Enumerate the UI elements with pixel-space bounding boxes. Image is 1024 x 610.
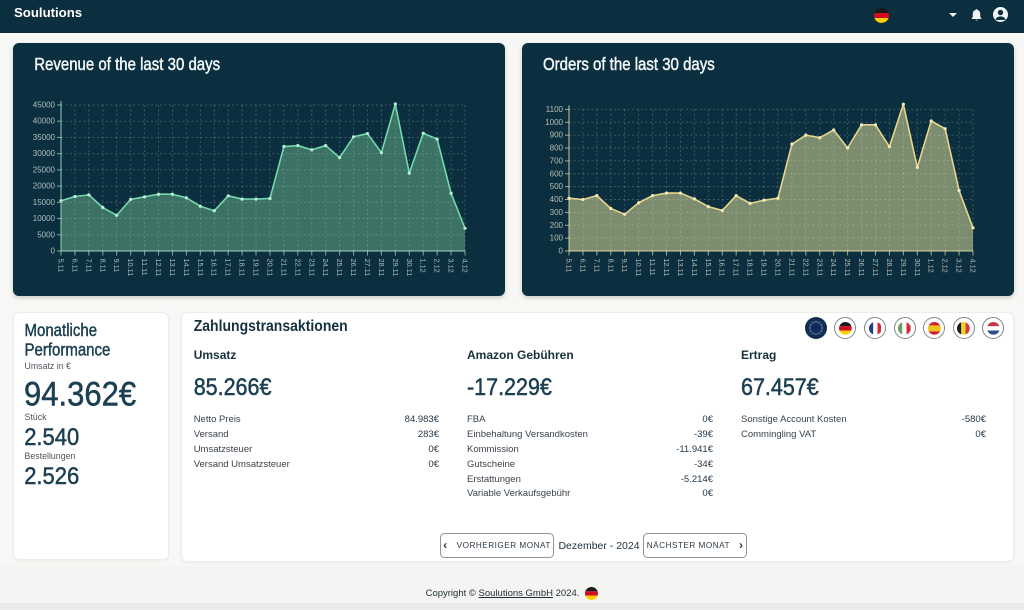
svg-text:20.11: 20.11 (773, 259, 782, 277)
svg-text:1.12: 1.12 (419, 259, 428, 273)
svg-text:19.11: 19.11 (760, 259, 769, 277)
svg-text:29.11: 29.11 (899, 259, 908, 277)
svg-text:1000: 1000 (545, 118, 563, 127)
svg-text:16.11: 16.11 (210, 259, 219, 277)
svg-text:22.11: 22.11 (801, 259, 810, 277)
svg-text:17.11: 17.11 (732, 259, 741, 277)
svg-text:40000: 40000 (33, 117, 56, 126)
svg-text:3.12: 3.12 (955, 259, 964, 273)
svg-text:26.11: 26.11 (857, 259, 866, 277)
svg-text:100: 100 (550, 234, 564, 243)
svg-text:15.11: 15.11 (196, 259, 205, 277)
svg-text:1.12: 1.12 (927, 259, 936, 273)
svg-text:5000: 5000 (37, 230, 55, 239)
svg-text:4.12: 4.12 (461, 259, 470, 273)
svg-text:2.12: 2.12 (433, 259, 442, 273)
svg-text:30.11: 30.11 (913, 259, 922, 277)
svg-text:5.11: 5.11 (565, 259, 574, 273)
svg-text:20.11: 20.11 (265, 259, 274, 277)
svg-text:8.11: 8.11 (98, 259, 107, 273)
svg-text:25.11: 25.11 (843, 259, 852, 277)
svg-text:45000: 45000 (33, 101, 56, 110)
svg-text:15000: 15000 (33, 198, 56, 207)
svg-text:22.11: 22.11 (293, 259, 302, 277)
svg-text:12.11: 12.11 (154, 259, 163, 277)
svg-text:11.11: 11.11 (648, 259, 657, 276)
svg-text:200: 200 (550, 221, 564, 230)
svg-text:3.12: 3.12 (447, 259, 456, 273)
svg-text:23.11: 23.11 (307, 259, 316, 277)
svg-text:14.11: 14.11 (182, 259, 191, 277)
svg-text:21.11: 21.11 (787, 259, 796, 277)
svg-text:4.12: 4.12 (969, 259, 978, 273)
svg-text:300: 300 (550, 208, 564, 217)
svg-text:25.11: 25.11 (335, 259, 344, 277)
svg-text:29.11: 29.11 (391, 259, 400, 277)
svg-text:17.11: 17.11 (224, 259, 233, 277)
svg-text:13.11: 13.11 (168, 259, 177, 277)
svg-text:9.11: 9.11 (620, 259, 629, 273)
svg-text:23.11: 23.11 (815, 259, 824, 277)
svg-text:21.11: 21.11 (279, 259, 288, 277)
svg-text:700: 700 (550, 156, 564, 165)
svg-text:15.11: 15.11 (704, 259, 713, 277)
svg-text:14.11: 14.11 (690, 259, 699, 277)
svg-text:18.11: 18.11 (746, 259, 755, 277)
svg-text:600: 600 (550, 169, 564, 178)
svg-text:30.11: 30.11 (405, 259, 414, 277)
svg-text:7.11: 7.11 (592, 259, 601, 273)
svg-text:27.11: 27.11 (871, 259, 880, 277)
svg-text:28.11: 28.11 (377, 259, 386, 277)
svg-text:30000: 30000 (33, 149, 56, 158)
svg-text:18.11: 18.11 (238, 259, 247, 277)
svg-text:16.11: 16.11 (718, 259, 727, 277)
svg-text:0: 0 (51, 247, 56, 256)
svg-text:19.11: 19.11 (252, 259, 261, 277)
svg-text:12.11: 12.11 (662, 259, 671, 277)
svg-text:25000: 25000 (33, 165, 56, 174)
svg-text:10000: 10000 (33, 214, 56, 223)
svg-text:0: 0 (559, 247, 564, 256)
svg-text:500: 500 (550, 182, 564, 191)
svg-text:7.11: 7.11 (84, 259, 93, 273)
svg-text:24.11: 24.11 (829, 259, 838, 277)
svg-text:1100: 1100 (546, 105, 564, 114)
svg-text:8.11: 8.11 (606, 259, 615, 273)
svg-text:10.11: 10.11 (126, 259, 135, 277)
svg-text:26.11: 26.11 (349, 259, 358, 277)
svg-text:9.11: 9.11 (112, 259, 121, 273)
svg-text:13.11: 13.11 (676, 259, 685, 277)
svg-text:24.11: 24.11 (321, 259, 330, 277)
svg-text:6.11: 6.11 (70, 259, 79, 273)
svg-text:400: 400 (550, 195, 564, 204)
svg-text:27.11: 27.11 (363, 259, 372, 277)
svg-text:28.11: 28.11 (885, 259, 894, 277)
svg-text:800: 800 (550, 144, 564, 153)
svg-text:10.11: 10.11 (634, 259, 643, 277)
svg-text:35000: 35000 (33, 133, 56, 142)
svg-text:11.11: 11.11 (140, 259, 149, 276)
svg-text:900: 900 (550, 131, 564, 140)
svg-text:20000: 20000 (33, 182, 56, 191)
svg-text:6.11: 6.11 (578, 259, 587, 273)
svg-text:2.12: 2.12 (941, 259, 950, 273)
svg-text:5.11: 5.11 (57, 259, 66, 273)
